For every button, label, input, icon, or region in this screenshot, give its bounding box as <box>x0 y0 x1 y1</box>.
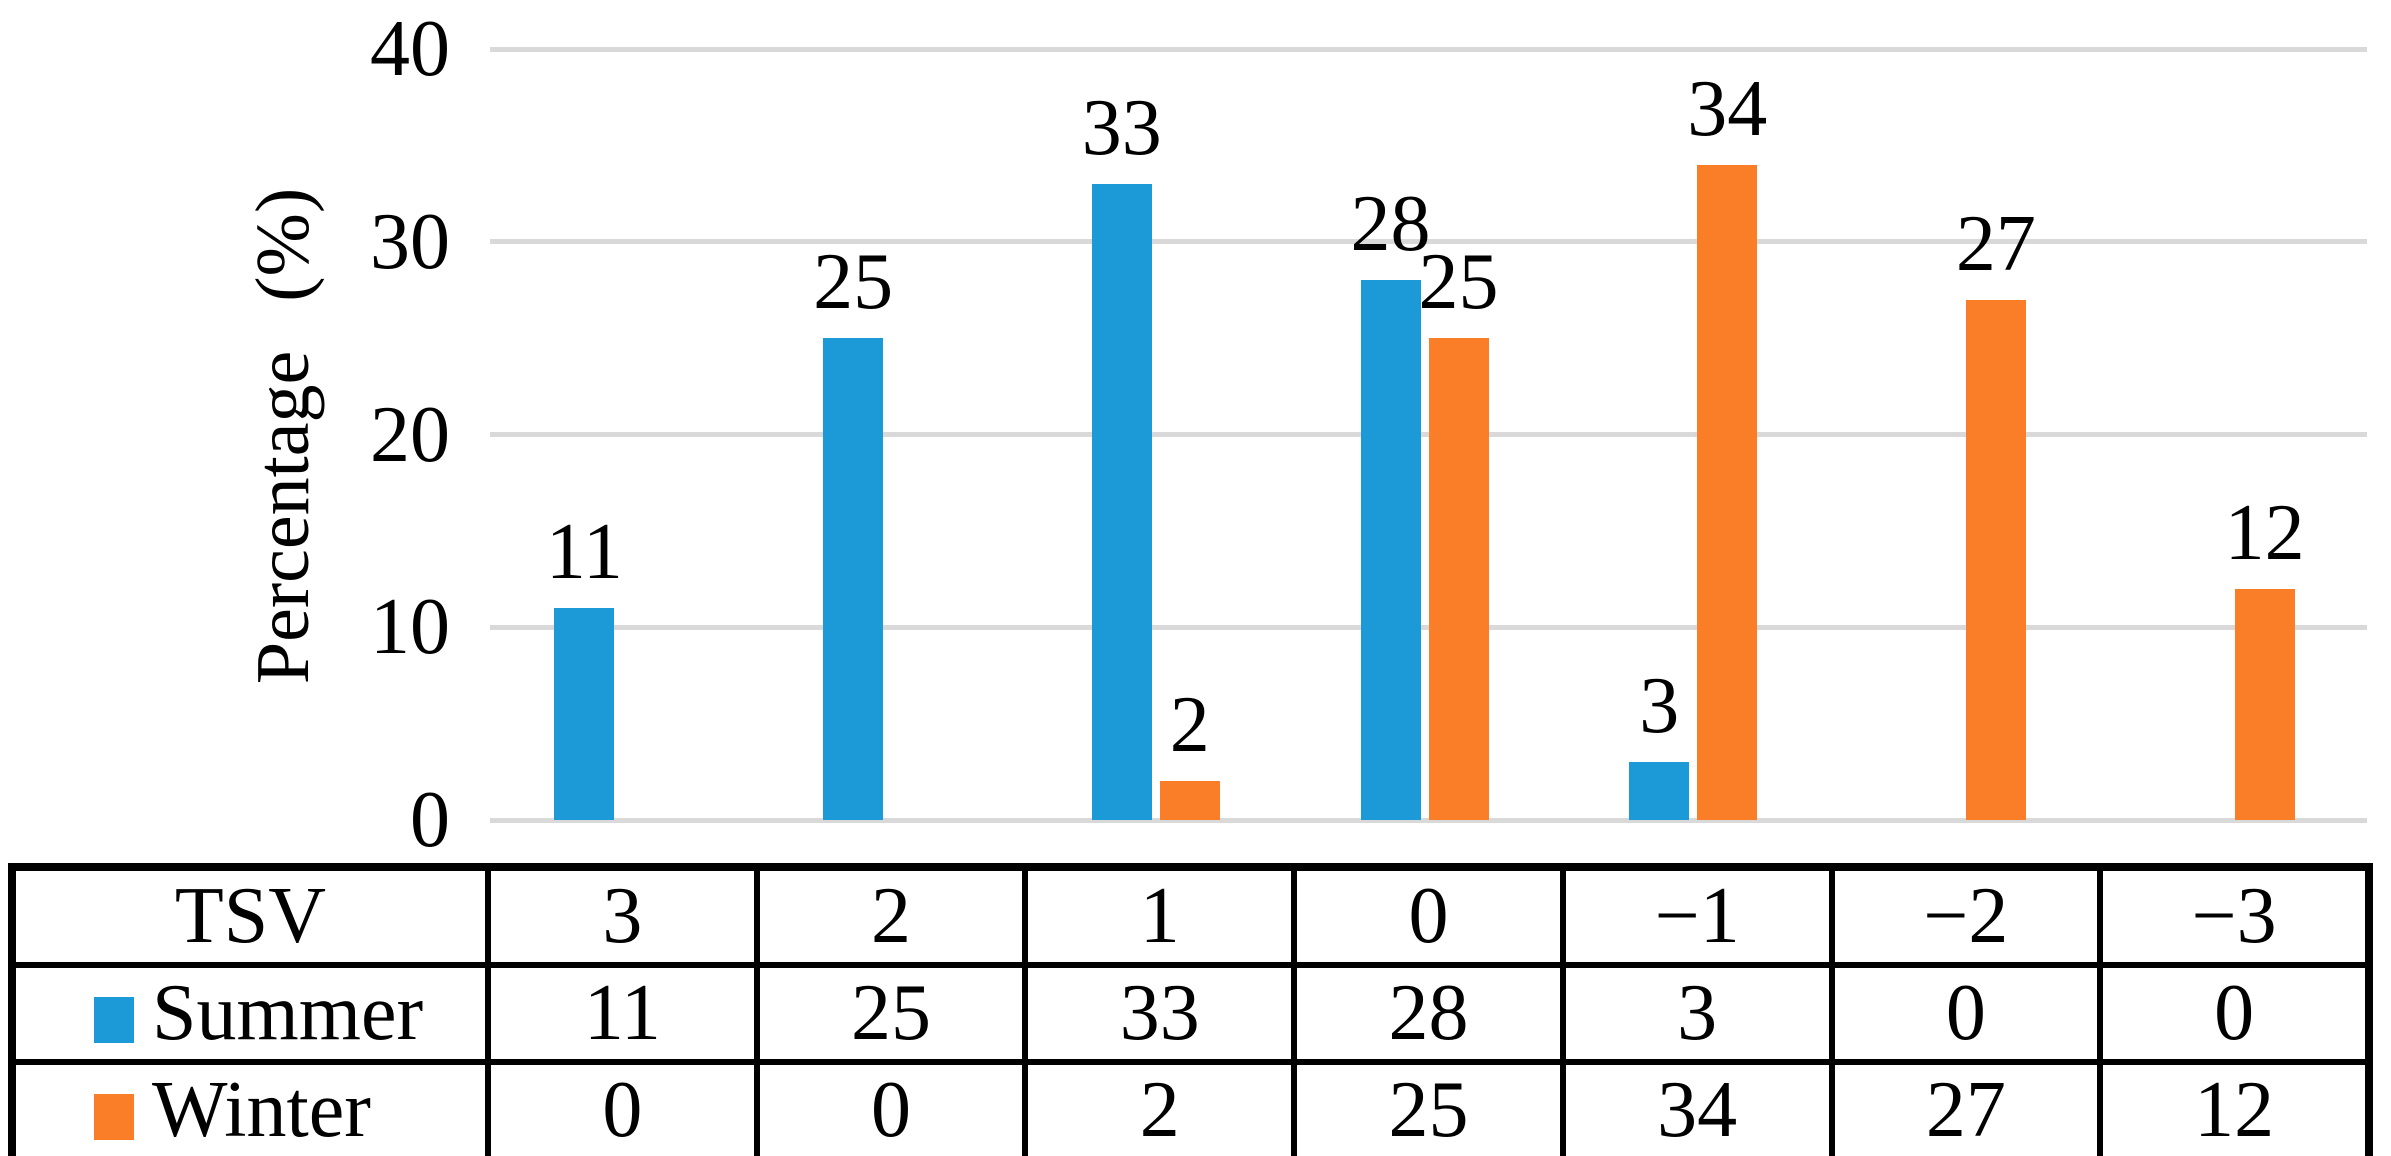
tsv-header-cell: TSV <box>9 864 491 968</box>
tsv-value-cell-minus-1: −1 <box>1559 864 1835 968</box>
data-table: TSV 3 2 1 0 −1 −2 −3 Summer 11 25 33 28 3 0 0 Winter 0 0 2 2… <box>8 863 2373 1156</box>
bar-summer-tsv-0 <box>1360 280 1421 820</box>
tsv-value-cell-minus-2: −2 <box>1828 864 2104 968</box>
bar-summer-tsv-3 <box>554 607 615 820</box>
bar-value-label-summer-tsv-0: 28 <box>1350 180 1431 269</box>
series-label-summer: Summer <box>152 969 424 1057</box>
bar-value-label-summer-tsv-1: 33 <box>1081 83 1162 172</box>
series-label-cell-summer: Summer <box>9 962 491 1065</box>
tsv-value-cell-3: 3 <box>485 864 760 968</box>
bar-value-label-summer-tsv-3: 11 <box>545 507 623 596</box>
bar-winter-tsv-minus-1 <box>1697 164 1758 820</box>
table-value-cell-winter-tsv-1: 2 <box>1022 1059 1298 1156</box>
series-label-cell-winter: Winter <box>9 1059 491 1156</box>
bar-summer-tsv-2 <box>823 338 884 820</box>
table-value-cell-winter-tsv-2: 0 <box>753 1059 1029 1156</box>
bar-winter-tsv-0 <box>1428 338 1489 820</box>
legend-swatch-summer <box>94 997 134 1043</box>
bar-winter-tsv-minus-3 <box>2234 588 2295 820</box>
bar-value-label-summer-tsv-minus-1: 3 <box>1639 662 1680 751</box>
bar-summer-tsv-1 <box>1091 183 1152 820</box>
table-value-cell-summer-tsv-3: 11 <box>485 962 760 1065</box>
table-value-cell-summer-tsv-2: 25 <box>753 962 1029 1065</box>
bar-value-label-winter-tsv-minus-1: 34 <box>1687 64 1768 153</box>
table-row-tsv: TSV 3 2 1 0 −1 −2 −3 <box>9 864 2372 968</box>
bar-value-label-winter-tsv-0: 25 <box>1418 238 1499 327</box>
bar-summer-tsv-minus-1 <box>1629 762 1690 820</box>
bar-value-label-summer-tsv-2: 25 <box>813 238 894 327</box>
y-tick-label-40: 40 <box>370 5 450 93</box>
table-row-winter: Winter 0 0 2 25 34 27 12 <box>9 1059 2372 1156</box>
tsv-value-cell-1: 1 <box>1022 864 1298 968</box>
table-row-summer: Summer 11 25 33 28 3 0 0 <box>9 962 2372 1065</box>
y-tick-label-10: 10 <box>370 583 450 672</box>
gridline-40 <box>490 46 2367 52</box>
table-value-cell-winter-tsv-minus-2: 27 <box>1828 1059 2104 1156</box>
bar-winter-tsv-minus-2 <box>1965 299 2026 820</box>
table-value-cell-winter-tsv-minus-3: 12 <box>2097 1059 2372 1156</box>
gridline-0 <box>490 817 2367 823</box>
table-value-cell-summer-tsv-minus-3: 0 <box>2097 962 2372 1065</box>
legend-swatch-winter <box>94 1094 134 1140</box>
table-value-cell-winter-tsv-minus-1: 34 <box>1559 1059 1835 1156</box>
tsv-value-cell-minus-3: −3 <box>2097 864 2372 968</box>
y-tick-label-30: 30 <box>370 197 450 286</box>
series-label-winter: Winter <box>152 1066 371 1154</box>
tsv-value-cell-0: 0 <box>1291 864 1566 968</box>
y-tick-label-20: 20 <box>370 390 450 479</box>
tsv-value-cell-2: 2 <box>753 864 1029 968</box>
bar-value-label-winter-tsv-minus-2: 27 <box>1955 199 2036 288</box>
table-value-cell-summer-tsv-0: 28 <box>1291 962 1566 1065</box>
bar-winter-tsv-1 <box>1159 781 1220 820</box>
y-tick-label-0: 0 <box>410 776 450 864</box>
gridline-30 <box>490 239 2367 245</box>
bar-value-label-winter-tsv-minus-3: 12 <box>2224 488 2305 577</box>
table-value-cell-summer-tsv-1: 33 <box>1022 962 1298 1065</box>
bar-value-label-winter-tsv-1: 2 <box>1169 681 1210 770</box>
table-value-cell-summer-tsv-minus-2: 0 <box>1828 962 2104 1065</box>
table-value-cell-winter-tsv-0: 25 <box>1291 1059 1566 1156</box>
table-value-cell-summer-tsv-minus-1: 3 <box>1559 962 1835 1065</box>
table-value-cell-winter-tsv-3: 0 <box>485 1059 760 1156</box>
